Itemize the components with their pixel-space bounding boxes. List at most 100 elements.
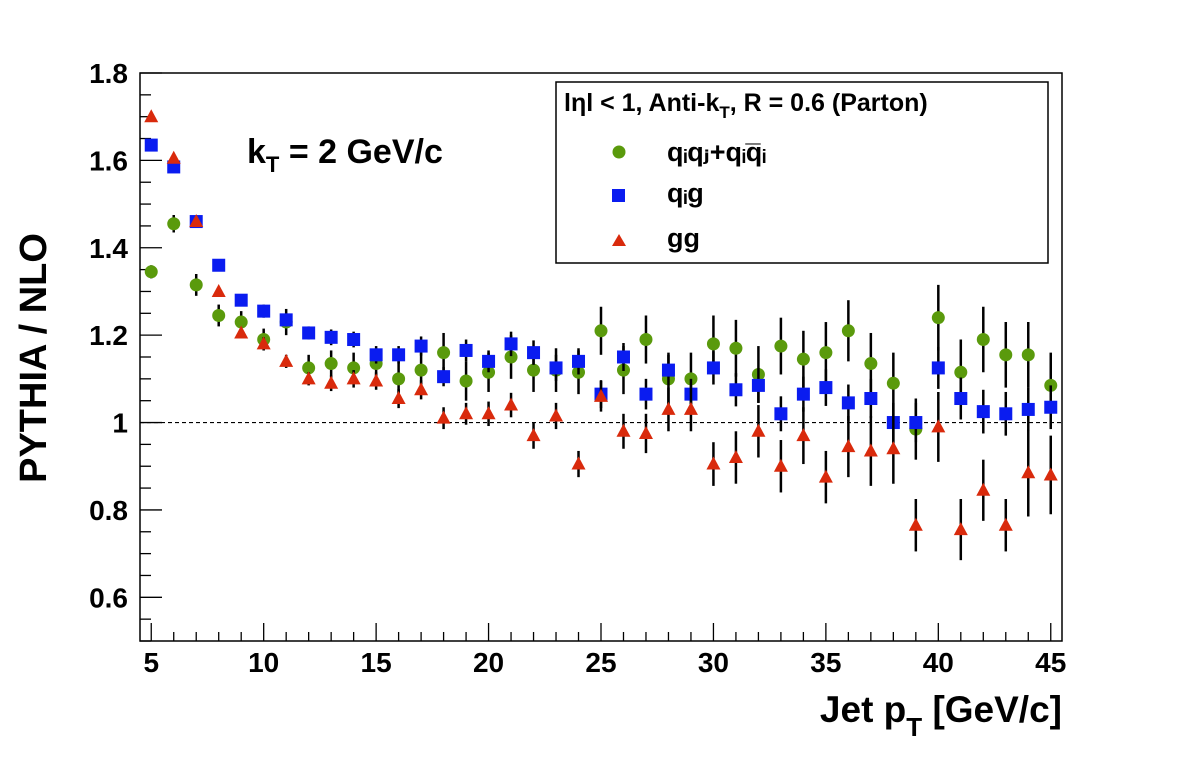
kt-annotation-main: k — [247, 133, 266, 171]
point-qg — [234, 293, 248, 307]
point-gg — [279, 353, 294, 367]
point-qg — [257, 304, 271, 318]
point-qg — [999, 407, 1013, 421]
x-tick-label: 35 — [810, 647, 841, 678]
kt-annotation: kT = 2 GeV/c — [247, 133, 443, 177]
point-qg — [144, 138, 158, 152]
point-qq — [189, 278, 203, 292]
legend-header-pre: lηl < 1, Anti-k — [564, 89, 719, 117]
x-tick-label: 25 — [585, 647, 616, 678]
y-tick-label: 1.6 — [89, 145, 128, 176]
point-gg — [1043, 467, 1058, 481]
y-tick-label: 0.8 — [89, 495, 128, 526]
point-gg — [638, 425, 653, 439]
y-tick-label: 1.4 — [89, 233, 128, 264]
point-qg — [819, 381, 833, 395]
point-qg — [639, 387, 653, 401]
point-gg — [863, 443, 878, 457]
point-gg — [324, 375, 339, 389]
point-qg — [482, 354, 496, 368]
point-qg — [796, 387, 810, 401]
x-tick-label: 15 — [361, 647, 392, 678]
point-qg — [324, 330, 338, 344]
x-tick-label: 20 — [473, 647, 504, 678]
x-axis-title-sub: T — [906, 712, 922, 742]
point-gg — [301, 371, 316, 385]
point-qg — [661, 363, 675, 377]
point-gg — [1021, 465, 1036, 479]
point-qq — [954, 365, 968, 379]
point-qg — [459, 343, 473, 357]
legend-marker-gg — [612, 234, 626, 246]
legend-header-sub: T — [719, 103, 730, 122]
legend-label-qg: qᵢg — [667, 178, 704, 208]
point-gg — [526, 428, 541, 442]
point-qq — [527, 363, 541, 377]
plot-frame — [139, 72, 1063, 642]
legend-header: lηl < 1, Anti-kT, R = 0.6 (Parton) — [564, 89, 928, 122]
axis-layer: 5 10 15 20 25 30 35 40 45 0.6 0.8 1 1.2 1.4 1.6 1.8 — [89, 58, 1066, 678]
point-qq — [864, 357, 878, 371]
point-gg — [144, 109, 159, 123]
kt-annotation-sub: T — [266, 152, 280, 177]
point-qq — [796, 352, 810, 366]
y-tick-label: 1 — [112, 408, 128, 439]
point-gg — [211, 283, 226, 297]
point-qq — [594, 324, 608, 338]
point-qg — [527, 346, 541, 360]
point-gg — [391, 391, 406, 405]
legend-marker-qq — [612, 145, 626, 159]
point-gg — [683, 401, 698, 415]
legend-box — [555, 81, 1049, 264]
point-qg — [616, 350, 630, 364]
point-gg — [459, 406, 474, 420]
point-qq — [706, 337, 720, 351]
point-qq — [144, 265, 158, 279]
point-gg — [908, 517, 923, 531]
point-gg — [594, 388, 608, 402]
point-qg — [212, 258, 226, 272]
point-qg — [954, 392, 968, 406]
point-gg — [346, 371, 361, 385]
point-gg — [436, 410, 451, 424]
y-axis-title: PYTHIA / NLO — [13, 233, 55, 483]
point-gg — [661, 401, 676, 415]
point-gg — [841, 439, 856, 453]
point-qg — [572, 354, 586, 368]
point-qq — [234, 315, 248, 329]
point-gg — [728, 449, 743, 463]
point-qq — [931, 311, 945, 325]
point-gg — [706, 456, 721, 470]
point-qg — [437, 370, 451, 384]
kt-annotation-tail: = 2 GeV/c — [279, 133, 443, 171]
point-qq — [414, 363, 428, 377]
y-tick-label: 1.8 — [89, 58, 128, 89]
point-qq — [302, 361, 316, 375]
point-qg — [302, 326, 316, 340]
point-gg — [886, 441, 901, 455]
point-gg — [481, 406, 496, 420]
point-qg — [549, 361, 563, 375]
point-qq — [504, 350, 518, 364]
point-qq — [729, 341, 743, 355]
point-gg — [414, 382, 429, 396]
x-axis-title-tail: [GeV/c] — [922, 689, 1062, 730]
point-gg — [796, 428, 811, 442]
point-qq — [976, 333, 990, 347]
point-qq — [639, 333, 653, 347]
point-gg — [818, 469, 833, 483]
point-gg — [616, 423, 631, 437]
point-qq — [886, 376, 900, 390]
x-tick-label: 10 — [248, 647, 279, 678]
legend-marker-qg — [612, 189, 625, 202]
point-gg — [931, 419, 946, 433]
point-qq — [1021, 348, 1035, 362]
point-qq — [324, 357, 338, 371]
point-gg — [751, 423, 766, 437]
point-qg — [706, 361, 720, 375]
point-qg — [504, 337, 518, 351]
legend-header-post: , R = 0.6 (Parton) — [730, 89, 928, 117]
point-qq — [841, 324, 855, 338]
